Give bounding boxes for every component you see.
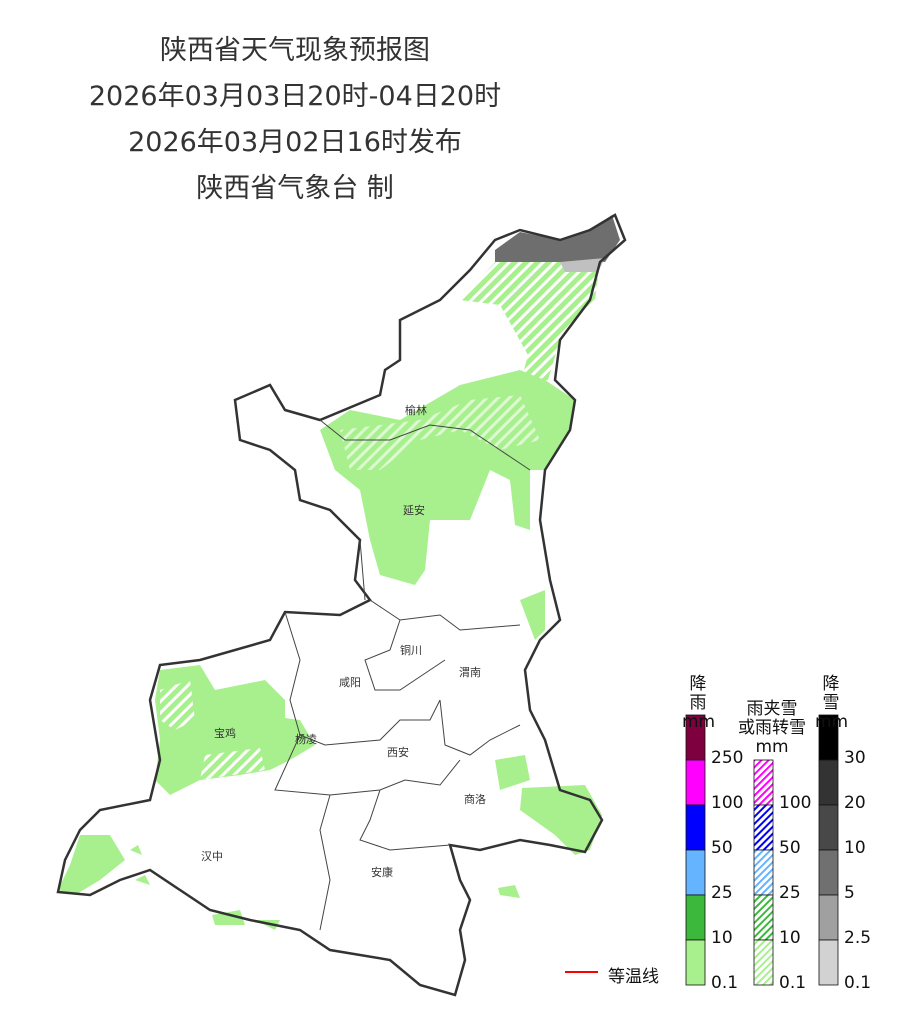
rain-legend-label: 25: [711, 883, 733, 903]
rain-legend-swatch: [685, 804, 706, 851]
rain-area-baoji: [155, 665, 315, 795]
rain-legend-swatch: [685, 849, 706, 896]
isotherm-legend-label: 等温线: [608, 967, 659, 987]
city-label-weinan: 渭南: [459, 666, 481, 679]
mixed-legend-name-2: 或雨转雪: [738, 718, 806, 738]
mixed-legend-label: 50: [779, 838, 801, 858]
city-label-tongchuan: 铜川: [400, 643, 422, 657]
mixed-legend-label: 0.1: [779, 973, 807, 993]
snow-legend-label: 5: [844, 883, 855, 903]
snow-area-light: [560, 258, 605, 272]
mixed-legend-label: 100: [779, 793, 812, 813]
agency: 陕西省气象台 制: [196, 173, 394, 204]
mixed-legend-swatch: [753, 849, 774, 896]
rain-legend-swatch: [685, 939, 706, 986]
city-label-shangluo: 商洛: [464, 792, 486, 806]
city-label-yanan: 延安: [403, 503, 425, 517]
snow-legend-label: 0.1: [844, 973, 872, 993]
mixed-legend-swatch: [753, 939, 774, 986]
rain-legend-name: 降雨: [689, 674, 707, 713]
snow-legend-name: 降雪: [822, 674, 840, 713]
snow-legend-label: 30: [844, 748, 866, 768]
city-labels: 榆林 延安 铜川 咸阳 渭南 宝鸡 杨凌 西安 商洛 汉中 安康: [201, 403, 486, 879]
rain-area-shangluo: [495, 755, 602, 855]
snow-legend-swatch: [818, 939, 839, 986]
rain-legend-label: 10: [711, 928, 733, 948]
rain-area-weinan-east: [520, 590, 545, 640]
rain-area-north-hatched: [460, 262, 600, 385]
rain-legend-label: 250: [711, 748, 744, 768]
rain-area-hanzhong-west: [58, 835, 125, 895]
mixed-legend-swatch: [753, 804, 774, 851]
city-boundaries: [274, 419, 531, 931]
mixed-legend-label: 10: [779, 928, 801, 948]
rain-legend-label: 100: [711, 793, 744, 813]
city-label-baoji: 宝鸡: [214, 726, 236, 740]
mixed-legend-label: 25: [779, 883, 801, 903]
mixed-legend-swatch: [753, 759, 774, 806]
snow-area-dark: [495, 215, 620, 262]
issue-time: 2026年03月02日16时发布: [128, 127, 462, 158]
legend-bars: [685, 714, 839, 986]
snow-legend-label: 2.5: [844, 928, 872, 948]
rain-area-baoji-hatched: [160, 680, 265, 780]
province-border: [56, 213, 627, 997]
map-title: 陕西省天气现象预报图: [160, 35, 430, 66]
snow-legend-swatch: [818, 894, 839, 941]
rain-legend-unit: mm: [682, 712, 716, 732]
snow-legend-title: 降雪 mm: [815, 674, 849, 732]
snow-legend-swatch: [818, 804, 839, 851]
snow-legend-unit: mm: [815, 712, 849, 732]
city-label-yangling: 杨凌: [295, 732, 317, 746]
rain-legend-title: 降雨 mm: [682, 674, 716, 732]
snow-legend-swatch: [818, 759, 839, 806]
rain-area-small: [130, 845, 520, 930]
city-label-ankang: 安康: [371, 865, 393, 879]
snow-legend-swatch: [818, 849, 839, 896]
rain-legend-swatch: [685, 759, 706, 806]
city-label-yulin: 榆林: [405, 403, 427, 417]
rain-area-yanan-hatched: [340, 395, 540, 470]
city-label-xianyang: 咸阳: [339, 676, 361, 689]
rain-legend-label: 0.1: [711, 973, 739, 993]
mixed-legend-swatch: [753, 894, 774, 941]
rain-legend-label: 50: [711, 838, 733, 858]
mixed-legend-unit: mm: [755, 737, 789, 757]
mixed-legend-name-1: 雨夹雪: [746, 699, 798, 719]
mixed-legend-title: 雨夹雪 或雨转雪 mm: [734, 700, 810, 757]
snow-legend-label: 10: [844, 838, 866, 858]
snow-legend-label: 20: [844, 793, 866, 813]
forecast-period: 2026年03月03日20时-04日20时: [88, 81, 502, 112]
rain-legend-swatch: [685, 894, 706, 941]
city-label-hanzhong: 汉中: [201, 850, 223, 863]
city-label-xian: 西安: [387, 745, 409, 759]
